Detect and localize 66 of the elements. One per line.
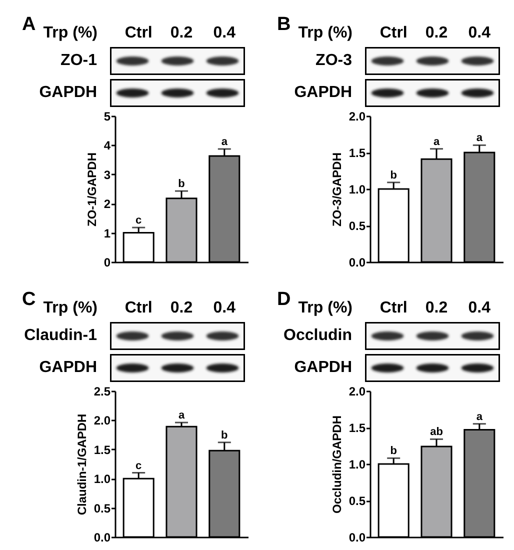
chart-title: A — [22, 14, 36, 35]
x-tick-label: 0.4 — [468, 24, 491, 42]
text: GAPDH — [38, 84, 97, 102]
x-tick-label: 0.4 — [213, 24, 236, 42]
chart-title: D — [277, 289, 291, 310]
chart-title: C — [22, 289, 36, 310]
x-tick-label: 0.2 — [425, 300, 448, 316]
data-label: c — [136, 460, 142, 472]
x-tick-label: 0.4 — [213, 300, 236, 316]
y-tick-label: 1.0 — [94, 472, 111, 486]
data-label: a — [476, 410, 484, 423]
data-label: b — [390, 169, 398, 182]
data-label: ab — [430, 426, 444, 438]
y-tick-label: 4 — [104, 138, 111, 153]
y-tick-label: 3 — [104, 168, 111, 182]
text: ZO-1 — [60, 52, 97, 70]
y-tick-label: 0.5 — [348, 494, 366, 508]
x-tick-label: Ctrl — [380, 300, 408, 316]
x-axis-title: Trp (%) — [298, 300, 352, 316]
y-tick-label: 1.5 — [94, 442, 111, 457]
data-label: b — [390, 445, 398, 458]
text: Claudin-1 — [23, 327, 97, 345]
y-tick-label: 0 — [104, 256, 111, 270]
x-tick-label: 0.2 — [170, 300, 193, 316]
y-axis-title: ZO-3/GAPDH — [330, 152, 344, 227]
chart-title: B — [277, 14, 291, 35]
data-label: a — [476, 132, 484, 144]
y-axis-title: ZO-1/GAPDH — [84, 152, 99, 227]
y-axis-title: Claudin-1/GAPDH — [74, 414, 89, 516]
data-label: b — [221, 429, 228, 442]
y-tick-label: 2 — [104, 197, 111, 212]
x-axis-title: Trp (%) — [43, 24, 98, 42]
x-tick-label: Ctrl — [380, 24, 408, 42]
data-label: a — [221, 136, 228, 148]
x-tick-label: 0.2 — [170, 24, 193, 42]
data-label: a — [178, 410, 186, 422]
y-axis-title: Occludin/GAPDH — [330, 415, 344, 514]
y-tick-label: 0.0 — [94, 530, 111, 544]
data-label: c — [136, 214, 142, 227]
x-axis-title: Trp (%) — [298, 24, 352, 42]
x-tick-label: 0.2 — [425, 24, 448, 42]
data-label: a — [433, 136, 440, 148]
y-tick-label: 1.5 — [348, 421, 366, 435]
y-tick-label: 0.5 — [94, 501, 111, 516]
y-tick-label: 1.5 — [348, 146, 366, 160]
y-tick-label: 0.5 — [348, 219, 366, 233]
y-tick-label: 2.0 — [348, 384, 366, 398]
text: GAPDH — [293, 359, 352, 377]
y-tick-label: 2.0 — [348, 110, 366, 124]
x-tick-label: 0.4 — [468, 300, 491, 316]
x-tick-label: Ctrl — [124, 300, 152, 316]
y-tick-label: 5 — [104, 110, 111, 124]
y-tick-label: 2.0 — [94, 414, 111, 428]
x-axis-title: Trp (%) — [43, 300, 98, 316]
y-tick-label: 1 — [104, 226, 111, 240]
text: GAPDH — [38, 359, 97, 377]
y-tick-label: 2.5 — [94, 384, 111, 398]
text: Occludin — [282, 327, 352, 345]
text: ZO-3 — [314, 52, 352, 70]
data-label: b — [178, 178, 186, 190]
y-tick-label: 0.0 — [348, 530, 366, 544]
y-tick-label: 1.0 — [348, 182, 366, 196]
y-tick-label: 0.0 — [348, 256, 366, 270]
x-tick-label: Ctrl — [124, 24, 152, 42]
y-tick-label: 1.0 — [348, 458, 366, 472]
text: GAPDH — [293, 84, 352, 102]
